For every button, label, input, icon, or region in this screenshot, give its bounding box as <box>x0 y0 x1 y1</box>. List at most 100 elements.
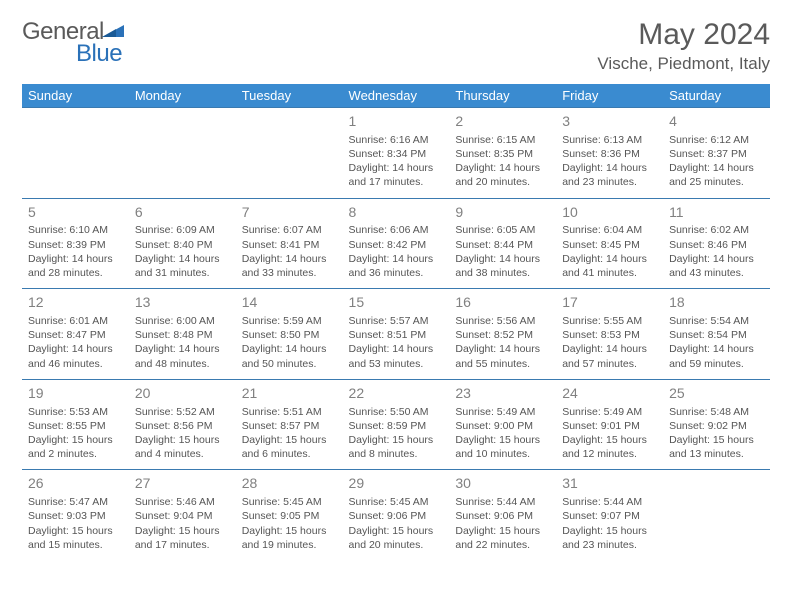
day-number: 12 <box>28 293 123 312</box>
day-number: 20 <box>135 384 230 403</box>
daylight-text: Daylight: 14 hours and 38 minutes. <box>455 252 550 280</box>
sunset-text: Sunset: 8:40 PM <box>135 238 230 252</box>
calendar-cell: 9Sunrise: 6:05 AMSunset: 8:44 PMDaylight… <box>449 198 556 289</box>
calendar-cell: 3Sunrise: 6:13 AMSunset: 8:36 PMDaylight… <box>556 108 663 199</box>
sunset-text: Sunset: 8:51 PM <box>349 328 444 342</box>
calendar-table: SundayMondayTuesdayWednesdayThursdayFrid… <box>22 84 770 560</box>
sunset-text: Sunset: 8:39 PM <box>28 238 123 252</box>
calendar-cell: 13 Sunrise: 6:00 AMSunset: 8:48 PMDayligh… <box>129 289 236 380</box>
calendar-cell <box>236 108 343 199</box>
day-number: 31 <box>562 474 657 493</box>
day-number: 6 <box>135 203 230 222</box>
calendar-cell: 24Sunrise: 5:49 AMSunset: 9:01 PMDayligh… <box>556 379 663 470</box>
sunrise-text: Sunrise: 5:44 AM <box>562 495 657 509</box>
calendar-cell: 20Sunrise: 5:52 AMSunset: 8:56 PMDayligh… <box>129 379 236 470</box>
day-number: 24 <box>562 384 657 403</box>
calendar-cell: 18Sunrise: 5:54 AMSunset: 8:54 PMDayligh… <box>663 289 770 380</box>
daylight-text: Daylight: 15 hours and 2 minutes. <box>28 433 123 461</box>
day-number: 16 <box>455 293 550 312</box>
sunrise-text: Sunrise: 5:56 AM <box>455 314 550 328</box>
calendar-cell: 10Sunrise: 6:04 AMSunset: 8:45 PMDayligh… <box>556 198 663 289</box>
sunrise-text: Sunrise: 5:45 AM <box>242 495 337 509</box>
calendar-cell: 19Sunrise: 5:53 AMSunset: 8:55 PMDayligh… <box>22 379 129 470</box>
calendar-cell: 15Sunrise: 5:57 AMSunset: 8:51 PMDayligh… <box>343 289 450 380</box>
calendar-row: 5Sunrise: 6:10 AMSunset: 8:39 PMDaylight… <box>22 198 770 289</box>
day-number: 7 <box>242 203 337 222</box>
month-title: May 2024 <box>597 18 770 52</box>
sunset-text: Sunset: 9:05 PM <box>242 509 337 523</box>
sunset-text: Sunset: 9:01 PM <box>562 419 657 433</box>
calendar-row: 19Sunrise: 5:53 AMSunset: 8:55 PMDayligh… <box>22 379 770 470</box>
day-number: 11 <box>669 203 764 222</box>
daylight-text: Daylight: 15 hours and 23 minutes. <box>562 524 657 552</box>
sunrise-text: Sunrise: 6:16 AM <box>349 133 444 147</box>
calendar-cell: 8Sunrise: 6:06 AMSunset: 8:42 PMDaylight… <box>343 198 450 289</box>
sunset-text: Sunset: 8:52 PM <box>455 328 550 342</box>
day-number: 13 <box>135 293 230 312</box>
calendar-cell: 23Sunrise: 5:49 AMSunset: 9:00 PMDayligh… <box>449 379 556 470</box>
calendar-row: 26Sunrise: 5:47 AMSunset: 9:03 PMDayligh… <box>22 470 770 560</box>
sunrise-text: Sunrise: 6:02 AM <box>669 223 764 237</box>
sunrise-text: Sunrise: 5:45 AM <box>349 495 444 509</box>
sunset-text: Sunset: 8:41 PM <box>242 238 337 252</box>
sunrise-text: Sunrise: 6:13 AM <box>562 133 657 147</box>
day-number: 19 <box>28 384 123 403</box>
daylight-text: Daylight: 15 hours and 15 minutes. <box>28 524 123 552</box>
daylight-text: Daylight: 14 hours and 31 minutes. <box>135 252 230 280</box>
sunrise-text: Sunrise: 5:49 AM <box>455 405 550 419</box>
daylight-text: Daylight: 14 hours and 25 minutes. <box>669 161 764 189</box>
calendar-cell: 17Sunrise: 5:55 AMSunset: 8:53 PMDayligh… <box>556 289 663 380</box>
day-number: 3 <box>562 112 657 131</box>
daylight-text: Daylight: 14 hours and 48 minutes. <box>135 342 230 370</box>
day-number: 1 <box>349 112 444 131</box>
calendar-cell: 22 Sunrise: 5:50 AMSunset: 8:59 PMDayligh… <box>343 379 450 470</box>
sunset-text: Sunset: 8:45 PM <box>562 238 657 252</box>
calendar-cell <box>129 108 236 199</box>
day-number: 9 <box>455 203 550 222</box>
calendar-cell: 6Sunrise: 6:09 AMSunset: 8:40 PMDaylight… <box>129 198 236 289</box>
calendar-cell: 25Sunrise: 5:48 AMSunset: 9:02 PMDayligh… <box>663 379 770 470</box>
day-number: 5 <box>28 203 123 222</box>
sunrise-text: Sunrise: 5:51 AM <box>242 405 337 419</box>
sunrise-text: Sunrise: 5:59 AM <box>242 314 337 328</box>
daylight-text: Daylight: 14 hours and 53 minutes. <box>349 342 444 370</box>
sunset-text: Sunset: 8:35 PM <box>455 147 550 161</box>
day-number: 30 <box>455 474 550 493</box>
sunset-text: Sunset: 9:03 PM <box>28 509 123 523</box>
sunrise-text: Sunrise: 5:44 AM <box>455 495 550 509</box>
sunrise-text: Sunrise: 5:53 AM <box>28 405 123 419</box>
calendar-row: 12Sunrise: 6:01 AMSunset: 8:47 PMDayligh… <box>22 289 770 380</box>
daylight-text: Daylight: 14 hours and 57 minutes. <box>562 342 657 370</box>
sunset-text: Sunset: 8:50 PM <box>242 328 337 342</box>
sunset-text: Sunset: 8:42 PM <box>349 238 444 252</box>
sunset-text: Sunset: 8:44 PM <box>455 238 550 252</box>
sunrise-text: Sunrise: 6:12 AM <box>669 133 764 147</box>
sunset-text: Sunset: 9:04 PM <box>135 509 230 523</box>
calendar-cell: 21Sunrise: 5:51 AMSunset: 8:57 PMDayligh… <box>236 379 343 470</box>
sunrise-text: Sunrise: 5:46 AM <box>135 495 230 509</box>
daylight-text: Daylight: 14 hours and 55 minutes. <box>455 342 550 370</box>
calendar-cell: 7Sunrise: 6:07 AMSunset: 8:41 PMDaylight… <box>236 198 343 289</box>
day-number: 28 <box>242 474 337 493</box>
day-number: 10 <box>562 203 657 222</box>
header: General Blue May 2024 Vische, Piedmont, … <box>22 18 770 74</box>
day-number: 22 <box>349 384 444 403</box>
sunrise-text: Sunrise: 5:50 AM <box>349 405 444 419</box>
day-number: 15 <box>349 293 444 312</box>
sunset-text: Sunset: 8:59 PM <box>349 419 444 433</box>
day-number: 2 <box>455 112 550 131</box>
sunset-text: Sunset: 9:06 PM <box>349 509 444 523</box>
sunset-text: Sunset: 8:46 PM <box>669 238 764 252</box>
daylight-text: Daylight: 15 hours and 8 minutes. <box>349 433 444 461</box>
location-label: Vische, Piedmont, Italy <box>597 54 770 74</box>
sunset-text: Sunset: 8:37 PM <box>669 147 764 161</box>
day-number: 8 <box>349 203 444 222</box>
sunset-text: Sunset: 8:48 PM <box>135 328 230 342</box>
sunrise-text: Sunrise: 6:00 AM <box>135 314 230 328</box>
day-header: Wednesday <box>343 84 450 108</box>
daylight-text: Daylight: 14 hours and 41 minutes. <box>562 252 657 280</box>
daylight-text: Daylight: 14 hours and 46 minutes. <box>28 342 123 370</box>
day-number: 4 <box>669 112 764 131</box>
daylight-text: Daylight: 14 hours and 36 minutes. <box>349 252 444 280</box>
sunset-text: Sunset: 8:53 PM <box>562 328 657 342</box>
